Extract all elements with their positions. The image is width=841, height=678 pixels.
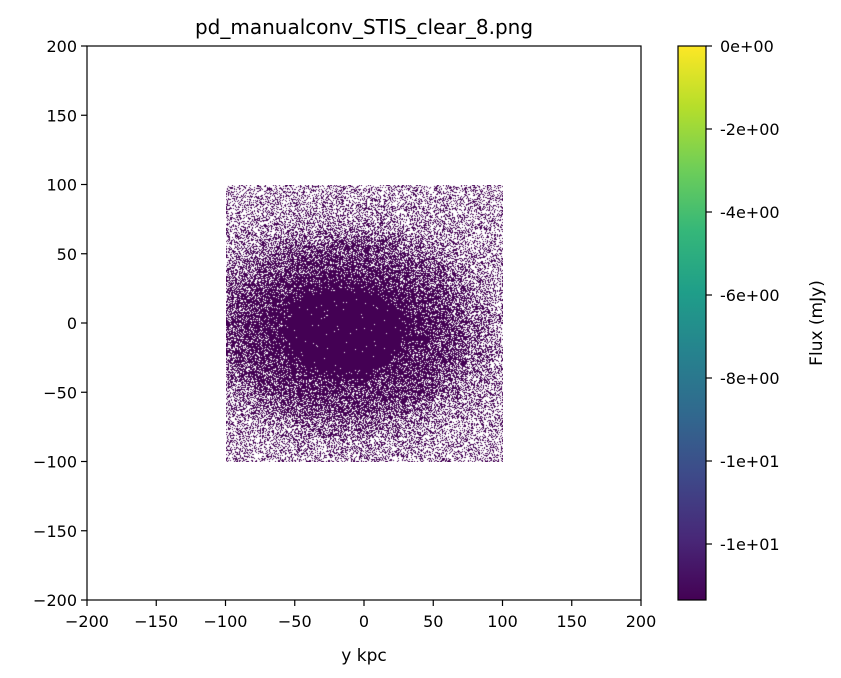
x-tick-label: −150 <box>134 612 178 631</box>
colorbar-axis: 0e+00 -2e+00 -4e+00 -6e+00 -8e+00 -1e+01 -1e+0… <box>706 37 780 554</box>
y-tick-label: 100 <box>46 176 77 195</box>
y-tick-label: 200 <box>46 37 77 56</box>
colorbar-tick-label: 0e+00 <box>720 37 774 56</box>
x-tick-label: −200 <box>65 612 109 631</box>
colorbar-label: Flux (mJy) <box>807 280 827 366</box>
x-axis-label: y kpc <box>341 646 386 666</box>
y-tick-label: −50 <box>43 383 77 402</box>
x-tick-label: −100 <box>204 612 248 631</box>
y-axis: −200 −150 −100 −50 0 50 100 150 200 <box>33 37 87 610</box>
colorbar-tick-label: -4e+00 <box>720 203 780 222</box>
x-tick-label: 50 <box>423 612 443 631</box>
x-tick-label: −50 <box>278 612 312 631</box>
heatmap-pixels <box>226 185 503 462</box>
chart-title: pd_manualconv_STIS_clear_8.png <box>195 15 533 39</box>
y-tick-label: 150 <box>46 106 77 125</box>
colorbar-tick-label: -1e+01 <box>720 452 780 471</box>
x-tick-label: 150 <box>556 612 587 631</box>
y-tick-label: 0 <box>67 314 77 333</box>
y-tick-label: −100 <box>33 453 77 472</box>
colorbar-tick-label: -1e+01 <box>720 535 780 554</box>
colorbar-tick-label: -6e+00 <box>720 286 780 305</box>
colorbar <box>677 45 707 601</box>
y-tick-label: 50 <box>57 245 77 264</box>
y-tick-label: −150 <box>33 522 77 541</box>
colorbar-tick-label: -2e+00 <box>720 120 780 139</box>
x-tick-label: 0 <box>359 612 369 631</box>
x-axis: −200 −150 −100 −50 0 50 100 150 200 <box>65 600 656 631</box>
heatmap-image <box>226 185 503 462</box>
y-tick-label: −200 <box>33 591 77 610</box>
x-tick-label: 200 <box>626 612 657 631</box>
x-tick-label: 100 <box>487 612 518 631</box>
colorbar-tick-label: -8e+00 <box>720 369 780 388</box>
